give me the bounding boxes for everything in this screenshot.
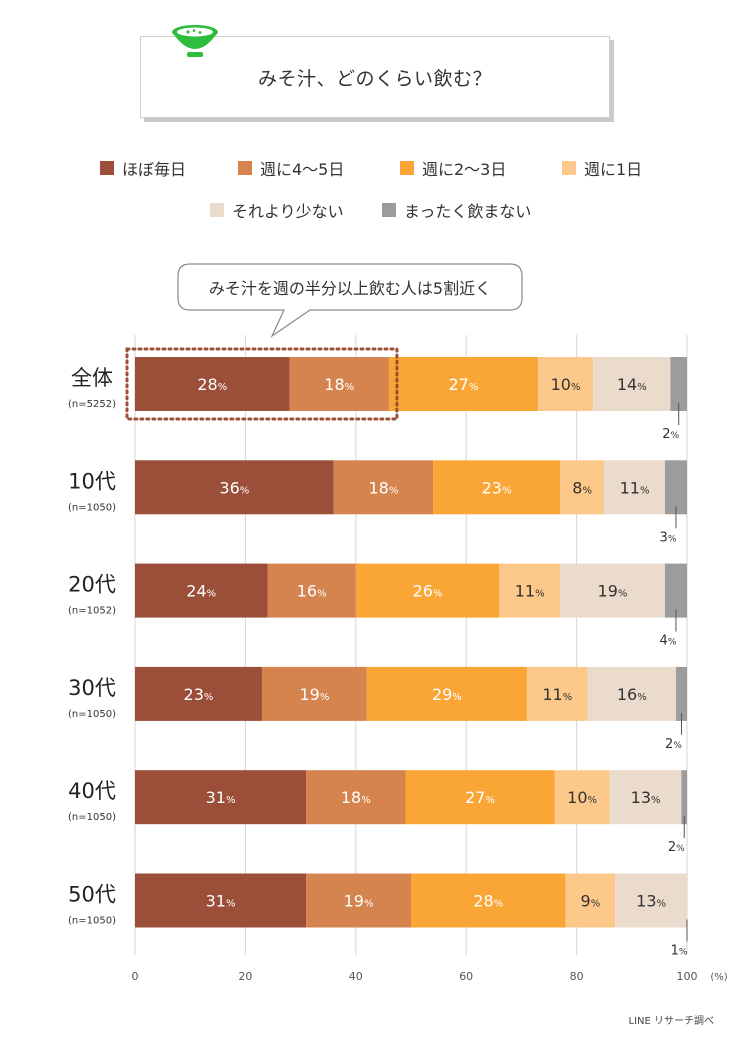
bar-segment-never [670, 357, 687, 411]
category-label: 30代 [68, 676, 116, 700]
category-label: 50代 [68, 883, 116, 907]
x-axis-unit: (%) [710, 972, 727, 983]
bar-segment-w1 [499, 563, 561, 618]
category-n: (n=1050) [68, 812, 116, 823]
bar-segment-w45 [306, 770, 406, 825]
bar-segment-daily [135, 873, 307, 928]
bar-segment-w23 [433, 460, 561, 515]
bar-segment-w45 [261, 666, 367, 721]
legend-label-w1: 週に1日 [584, 160, 643, 179]
category-labels: 全体 (n=5252) 10代 (n=1050) 20代 (n=1052) 30代 (n=10… [68, 366, 116, 927]
legend-item-w23: 週に2〜3日 [400, 156, 506, 180]
category-label: 20代 [68, 573, 116, 597]
legend-swatch-w1 [562, 161, 576, 175]
source-credit: LINE リサーチ調べ [628, 1016, 715, 1027]
bar-segment-less [560, 563, 665, 618]
bar-segment-never [664, 460, 687, 515]
title-card: みそ汁、どのくらい飲む？ [140, 36, 610, 118]
x-tick-label-80: 80 [570, 970, 584, 983]
category-n: (n=5252) [68, 399, 116, 410]
legend-swatch-never [382, 203, 396, 217]
data-label-never: 2% [665, 737, 682, 752]
bar-segment-daily [135, 357, 290, 411]
callout-bubble [177, 263, 523, 338]
data-label-never: 2% [668, 840, 685, 855]
legend-item-never: まったく飲まない [382, 198, 531, 222]
bar-segment-never [681, 770, 687, 825]
bar-segment-w1 [537, 357, 594, 411]
bar-segment-never [664, 563, 687, 618]
bar-segment-w45 [267, 563, 356, 618]
bar-segment-daily [135, 770, 307, 825]
category-n: (n=1050) [68, 709, 116, 720]
bar-segment-w45 [333, 460, 434, 515]
bar-segment-w23 [366, 666, 527, 721]
category-n: (n=1050) [68, 502, 116, 513]
miso-bowl-icon [172, 25, 218, 57]
category-label: 10代 [68, 469, 116, 493]
legend-label-w23: 週に2〜3日 [422, 160, 507, 179]
legend-swatch-w23 [400, 161, 414, 175]
legend-label-never: まったく飲まない [404, 202, 532, 221]
legend-swatch-w45 [238, 161, 252, 175]
data-label-never: 4% [660, 634, 677, 649]
bar-segment-daily [135, 666, 262, 721]
bar-segment-less [604, 460, 665, 515]
legend-item-w1: 週に1日 [562, 156, 642, 180]
legend-label-w45: 週に4〜5日 [260, 160, 345, 179]
bar-segment-daily [135, 563, 268, 618]
x-tick-label-20: 20 [238, 970, 252, 983]
legend-label-less: それより少ない [232, 202, 344, 221]
x-tick-label-0: 0 [132, 970, 139, 983]
legend-item-w45: 週に4〜5日 [238, 156, 344, 180]
bar-segment-w23 [405, 770, 555, 825]
bar-segment-w23 [411, 873, 566, 928]
callout-text: みそ汁を週の半分以上飲む人は5割近く [208, 279, 492, 298]
category-n: (n=1050) [68, 916, 116, 927]
bar-segment-w45 [289, 357, 389, 411]
category-n: (n=1052) [68, 606, 116, 617]
x-axis: 0 20 40 60 80 100 (%) [132, 970, 728, 983]
legend-swatch-less [210, 203, 224, 217]
category-label: 全体 [71, 366, 113, 390]
legend-label-daily: ほぼ毎日 [122, 160, 187, 179]
bar-segment-less [587, 666, 676, 721]
x-tick-label-100: 100 [677, 970, 698, 983]
bar-segment-daily [135, 460, 334, 515]
stacked-bar-chart: 28% 18% 27% 10% 14%2%36% 18% 23% 8% 11%3%24% 16% 2… [68, 335, 728, 983]
bar-segment-w1 [526, 666, 588, 721]
grid-lines [134, 335, 688, 955]
highlight-rect [125, 347, 399, 421]
data-label-never: 2% [662, 427, 679, 442]
bar-segment-less [609, 770, 682, 825]
legend-item-daily: ほぼ毎日 [100, 156, 186, 180]
data-label-never: 1% [671, 944, 688, 959]
bar-segment-never [675, 666, 687, 721]
bar-segment-w23 [355, 563, 500, 618]
bar-segment-w1 [560, 460, 605, 515]
bar-segment-w45 [306, 873, 411, 928]
bar-segment-w23 [388, 357, 538, 411]
x-tick-label-40: 40 [349, 970, 363, 983]
highlight-box [125, 347, 399, 421]
bar-segment-w1 [554, 770, 610, 825]
bar-segment-less [593, 357, 671, 411]
x-tick-label-60: 60 [459, 970, 473, 983]
chart-title: みそ汁、どのくらい飲む？ [257, 67, 492, 90]
category-label: 40代 [68, 779, 116, 803]
bar-segment-less [615, 873, 687, 928]
legend-swatch-daily [100, 161, 114, 175]
data-label-never: 3% [660, 530, 677, 545]
bars: 28% 18% 27% 10% 14%2%36% 18% 23% 8% 11%3%24% 16% 2… [135, 357, 688, 959]
bar-segment-w1 [565, 873, 616, 928]
legend-item-less: それより少ない [210, 198, 344, 222]
